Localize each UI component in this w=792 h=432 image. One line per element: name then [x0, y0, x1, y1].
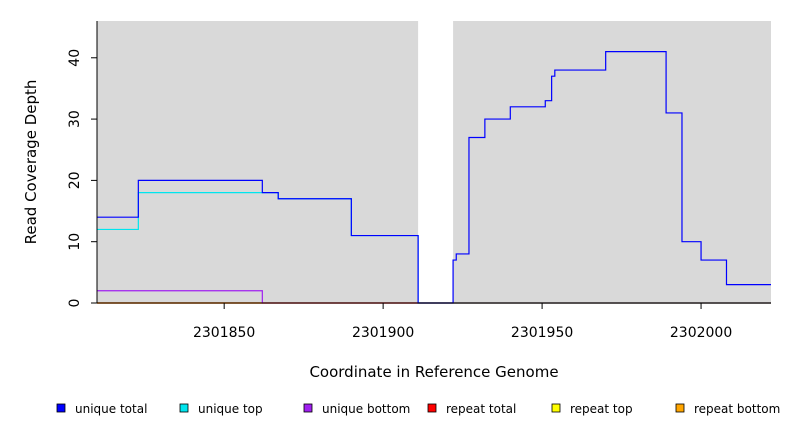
y-axis-title: Read Coverage Depth [22, 80, 40, 245]
x-tick-label: 2301950 [511, 325, 573, 341]
series-line-unique-total [97, 51, 771, 304]
x-tick-label: 2301850 [193, 325, 255, 341]
legend-item-repeat-total: repeat total [427, 402, 516, 416]
legend-item-unique-total: unique total [56, 402, 147, 416]
legend-label: repeat top [570, 402, 633, 416]
legend-swatch [551, 403, 561, 413]
legend-swatch [427, 403, 437, 413]
legend-label: unique top [198, 402, 263, 416]
legend-swatch [303, 403, 313, 413]
x-tick-label: 2301900 [352, 325, 414, 341]
y-tick-label: 0 [67, 299, 83, 308]
x-tick-label: 2302000 [670, 325, 732, 341]
legend-item-repeat-top: repeat top [551, 402, 633, 416]
legend-label: unique total [75, 402, 147, 416]
gap-region [418, 21, 454, 303]
legend-label: repeat total [446, 402, 516, 416]
y-tick-label: 30 [67, 110, 83, 128]
x-axis-title: Coordinate in Reference Genome [309, 363, 558, 381]
y-tick-label: 40 [67, 49, 83, 67]
legend: unique total unique top unique bottom repea… [56, 402, 780, 416]
legend-item-repeat-bottom: repeat bottom [675, 402, 780, 416]
legend-swatch [675, 403, 685, 413]
legend-item-unique-bottom: unique bottom [303, 402, 410, 416]
y-tick-label: 10 [67, 233, 83, 251]
legend-item-unique-top: unique top [179, 402, 263, 416]
legend-swatch [56, 403, 66, 413]
axes-layer: 2301850 2301900 2301950 2302000 0 10 20 30 40 [67, 21, 771, 341]
legend-swatch [179, 403, 189, 413]
legend-label: repeat bottom [694, 402, 780, 416]
y-tick-label: 20 [67, 171, 83, 189]
legend-label: unique bottom [322, 402, 410, 416]
